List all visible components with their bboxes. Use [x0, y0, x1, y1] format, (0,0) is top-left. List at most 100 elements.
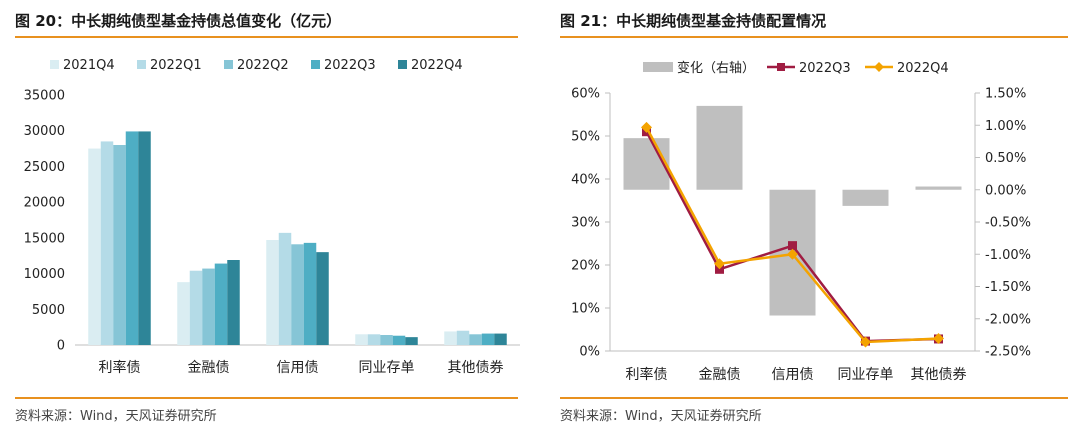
bar [202, 268, 215, 345]
y-tick-label: 20000 [24, 196, 65, 211]
legend-marker [874, 62, 884, 72]
left-y-tick-label: 50% [571, 130, 600, 145]
y-tick-label: 35000 [24, 89, 65, 104]
bar [380, 335, 393, 345]
data-point [860, 336, 871, 348]
bond-allocation-combo-chart: 变化（右轴） 2022Q3 2022Q4 0% 10% 20% 30% 40% 50% 60% -2… [571, 60, 1031, 383]
legend-swatch [643, 62, 673, 72]
legend-swatch [311, 60, 320, 69]
title-rule [560, 36, 1068, 38]
data-point [714, 258, 725, 270]
bar [113, 145, 126, 345]
right-y-tick-label: -1.50% [985, 280, 1031, 295]
right-figure: 图 21：中长期纯债型基金持债配置情况 变化（右轴） 2022Q3 2022Q4 0%… [545, 0, 1080, 433]
right-y-tick-label: -0.50% [985, 216, 1031, 231]
source-rule [560, 397, 1068, 399]
left-y-tick-label: 10% [571, 302, 600, 317]
y-tick-label: 0 [57, 339, 65, 354]
bar [316, 252, 329, 345]
bar [278, 232, 292, 345]
data-point [787, 248, 798, 260]
bar [405, 337, 418, 345]
bar [189, 270, 203, 345]
bar [227, 260, 240, 345]
right-y-tick-label: -1.00% [985, 248, 1031, 263]
right-y-tick-label: -2.50% [985, 345, 1031, 360]
bar [100, 141, 114, 345]
legend-swatch [224, 60, 233, 69]
legend-label: 2022Q4 [897, 61, 949, 76]
bar [444, 331, 457, 345]
right-y-tick-label: 1.00% [985, 119, 1026, 134]
y-tick-label: 10000 [24, 267, 65, 282]
bar [456, 330, 470, 345]
data-point [641, 121, 652, 133]
change-bar [623, 138, 670, 190]
x-tick-label: 利率债 [99, 359, 141, 376]
bar [494, 333, 507, 345]
x-tick-label: 金融债 [188, 360, 230, 376]
source-note: 资料来源：Wind，天风证券研究所 [560, 409, 762, 424]
bar [266, 240, 279, 345]
bar [125, 131, 139, 345]
y-tick-label: 25000 [24, 160, 65, 175]
y-tick-label: 5000 [32, 303, 65, 318]
bar [88, 148, 101, 345]
bar [481, 333, 495, 345]
legend-label: 变化（右轴） [677, 60, 755, 76]
y-tick-label: 15000 [24, 231, 65, 246]
bar [303, 242, 317, 345]
chart-legend: 2021Q4 2022Q1 2022Q2 2022Q3 2022Q4 [50, 58, 463, 73]
x-tick-label: 金融债 [699, 367, 741, 383]
x-tick-label: 其他债券 [448, 360, 504, 376]
figure-21-title: 图 21：中长期纯债型基金持债配置情况 [560, 12, 827, 30]
bar [214, 263, 228, 345]
bar [355, 334, 368, 345]
bar [177, 282, 190, 345]
x-tick-label: 其他债券 [911, 367, 967, 383]
legend-label: 2022Q4 [411, 58, 463, 73]
right-y-tick-label: 0.00% [985, 183, 1026, 198]
source-rule [15, 397, 518, 399]
legend-label: 2022Q1 [150, 58, 202, 73]
legend-swatch [50, 60, 59, 69]
legend-marker [777, 63, 785, 71]
left-y-tick-label: 30% [571, 216, 600, 231]
bond-holdings-bar-chart: 2021Q4 2022Q1 2022Q2 2022Q3 2022Q4 0 5000 10000… [24, 58, 520, 376]
data-point [788, 241, 797, 251]
title-rule [15, 36, 518, 38]
left-y-tick-label: 20% [571, 259, 600, 274]
change-bar [696, 105, 743, 190]
change-bar [915, 186, 962, 190]
change-bar [842, 189, 889, 206]
x-tick-label: 同业存单 [838, 367, 894, 383]
bar [291, 244, 304, 345]
right-y-tick-label: 0.50% [985, 151, 1026, 166]
legend-swatch [398, 60, 407, 69]
x-tick-label: 利率债 [626, 366, 668, 383]
bar [138, 131, 151, 345]
data-point [715, 264, 724, 274]
legend-label: 2022Q2 [237, 58, 289, 73]
x-tick-label: 信用债 [277, 360, 319, 376]
left-y-tick-label: 0% [579, 345, 600, 360]
bar [469, 334, 482, 345]
x-tick-label: 同业存单 [359, 360, 415, 376]
data-point [933, 333, 944, 345]
left-figure: 图 20：中长期纯债型基金持债总值变化（亿元） 2021Q4 2022Q1 2022… [0, 0, 530, 433]
right-y-tick-label: 1.50% [985, 87, 1026, 102]
figure-20-title: 图 20：中长期纯债型基金持债总值变化（亿元） [15, 12, 342, 30]
left-y-tick-label: 40% [571, 173, 600, 188]
legend-swatch [137, 60, 146, 69]
legend-label: 2022Q3 [324, 58, 376, 73]
bar [392, 335, 406, 345]
x-tick-label: 信用债 [772, 367, 814, 383]
left-y-tick-label: 60% [571, 87, 600, 102]
legend-label: 2022Q3 [799, 61, 851, 76]
chart-legend: 变化（右轴） 2022Q3 2022Q4 [643, 60, 949, 76]
bar [367, 334, 381, 345]
right-y-tick-label: -2.00% [985, 312, 1031, 327]
source-note: 资料来源：Wind，天风证券研究所 [15, 409, 217, 424]
y-tick-label: 30000 [24, 124, 65, 139]
legend-label: 2021Q4 [63, 58, 115, 73]
